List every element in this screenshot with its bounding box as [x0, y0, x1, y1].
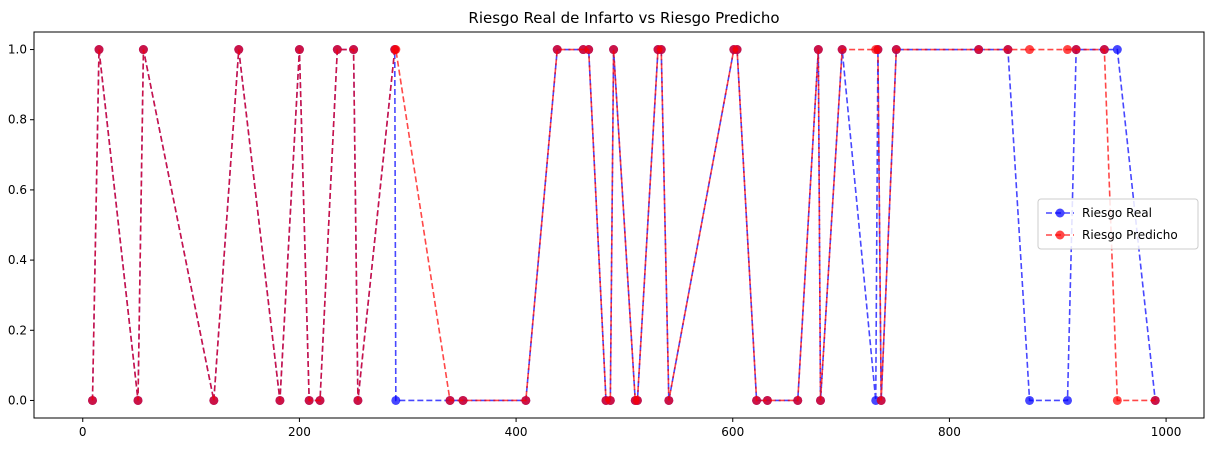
data-point	[1025, 45, 1035, 55]
y-tick-label: 0.4	[8, 253, 27, 267]
data-point	[813, 45, 823, 55]
legend-item: Riesgo Real	[1046, 206, 1152, 220]
data-point	[656, 45, 666, 55]
data-point	[1063, 45, 1072, 55]
data-point	[209, 395, 219, 405]
data-point	[605, 395, 615, 405]
y-tick-label: 1.0	[8, 43, 27, 57]
data-point	[664, 395, 674, 405]
data-point	[762, 395, 772, 405]
data-point	[315, 395, 325, 405]
x-tick-label: 600	[721, 425, 744, 439]
data-point	[1112, 45, 1122, 55]
data-point	[304, 395, 314, 405]
data-point	[584, 45, 594, 55]
data-point	[816, 395, 825, 405]
x-tick-label: 0	[79, 425, 87, 439]
data-point	[873, 45, 883, 55]
x-tick-label: 1000	[1151, 425, 1182, 439]
data-point	[974, 45, 984, 55]
data-point	[349, 45, 359, 55]
data-point	[732, 45, 742, 55]
data-point	[234, 45, 244, 55]
data-point	[458, 395, 468, 405]
data-point	[1071, 45, 1081, 55]
legend-label: Riesgo Predicho	[1082, 228, 1178, 242]
data-point	[552, 45, 562, 55]
chart-title: Riesgo Real de Infarto vs Riesgo Predich…	[468, 9, 779, 27]
axes: 0 200 400 600 800 1000 0.0 0.2 0.4 0.6 0.8 1.0	[8, 43, 1181, 439]
data-point	[1112, 395, 1122, 405]
legend: Riesgo Real Riesgo Predicho	[1037, 198, 1199, 250]
data-point	[88, 395, 97, 405]
data-point	[332, 45, 342, 55]
data-point	[793, 395, 803, 405]
data-point	[391, 45, 401, 55]
data-point	[752, 395, 762, 405]
data-point	[521, 395, 531, 405]
data-point	[876, 395, 886, 405]
y-tick-label: 0.6	[8, 183, 27, 197]
legend-marker	[1055, 230, 1065, 240]
data-point	[632, 395, 642, 405]
y-tick-label: 0.2	[8, 323, 27, 337]
x-tick-label: 400	[505, 425, 528, 439]
series-line	[91, 48, 1156, 402]
legend-box	[1037, 198, 1199, 250]
data-point	[609, 45, 619, 55]
data-point	[445, 395, 455, 405]
data-point	[94, 45, 104, 55]
data-point	[275, 395, 285, 405]
y-tick-label: 0.0	[8, 393, 27, 407]
data-point	[891, 45, 901, 55]
data-point	[1063, 395, 1072, 405]
data-point	[133, 395, 143, 405]
data-point	[391, 395, 401, 405]
data-point	[1099, 45, 1109, 55]
x-tick-label: 200	[288, 425, 311, 439]
data-point	[138, 45, 148, 55]
data-point	[294, 45, 304, 55]
plot-frame	[33, 31, 1205, 419]
data-point	[837, 45, 847, 55]
legend-label: Riesgo Real	[1082, 206, 1152, 220]
series-riesgo-predicho	[88, 45, 1160, 405]
legend-item: Riesgo Predicho	[1046, 228, 1178, 242]
data-point	[353, 395, 363, 405]
data-point	[1025, 395, 1035, 405]
data-point	[1150, 395, 1160, 405]
legend-marker	[1055, 208, 1065, 218]
data-point	[1003, 45, 1013, 55]
plot-area	[88, 45, 1160, 405]
x-tick-label: 800	[938, 425, 961, 439]
y-tick-label: 0.8	[8, 113, 27, 127]
